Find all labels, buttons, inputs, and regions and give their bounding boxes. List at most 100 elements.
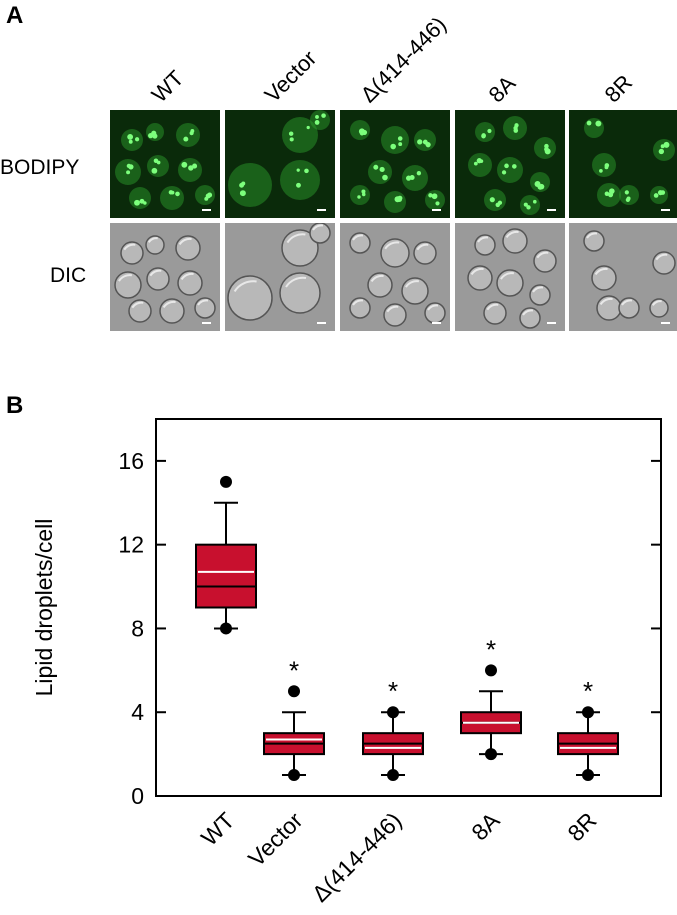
cell-highlight: [180, 272, 194, 281]
cell-highlight: [532, 286, 544, 293]
lipid-droplet: [143, 201, 147, 205]
cell-highlight: [149, 269, 162, 277]
cell-highlight: [118, 274, 133, 282]
cell: [619, 185, 639, 205]
lipid-droplet: [379, 166, 385, 173]
micrograph-background: [569, 110, 677, 218]
scale-bar: [317, 209, 326, 211]
lipid-droplet: [148, 132, 154, 139]
significance-marker: *: [486, 634, 496, 664]
lipid-droplet: [481, 133, 486, 139]
lipid-droplet: [361, 192, 366, 197]
row-label-dic: DIC: [50, 264, 87, 287]
lipid-droplet: [289, 137, 294, 142]
y-tick-label: 4: [131, 699, 144, 725]
plot-frame: [155, 418, 662, 797]
x-tick-label: 8R: [562, 807, 601, 846]
lipid-droplet: [513, 125, 518, 131]
lipid-droplet: [151, 167, 158, 174]
outlier-point: [485, 748, 497, 761]
lipid-droplet: [657, 190, 663, 196]
outlier-point: [220, 622, 232, 635]
lipid-droplet: [397, 197, 402, 202]
lipid-droplet: [586, 120, 592, 126]
scale-bar: [661, 209, 670, 211]
lipid-droplet: [523, 202, 528, 207]
cell-highlight: [405, 280, 420, 288]
lipid-droplet: [321, 113, 326, 118]
cell: [653, 139, 675, 161]
cell-highlight: [384, 241, 400, 250]
bodipy-micrograph: [569, 110, 677, 218]
lipid-droplet: [306, 125, 310, 130]
bodipy-micrograph: [110, 110, 220, 218]
row-label-bodipy: BODIPY: [0, 156, 80, 179]
y-tick-label: 8: [131, 615, 144, 641]
outlier-point: [582, 769, 594, 782]
dic-micrograph: [569, 223, 677, 331]
cell-highlight: [370, 274, 384, 283]
outlier-point: [485, 664, 497, 677]
cell-highlight: [178, 237, 192, 246]
lipid-droplet: [658, 148, 665, 155]
significance-marker: *: [289, 655, 299, 685]
lipid-droplet: [595, 120, 602, 127]
dic-micrograph: [110, 223, 220, 331]
scale-bar: [432, 209, 441, 211]
scale-bar: [432, 322, 441, 324]
cell-highlight: [486, 303, 499, 311]
lipid-droplet: [361, 129, 368, 135]
scale-bar: [202, 322, 211, 324]
lipid-droplet: [663, 141, 670, 148]
x-tick-label: Vector: [243, 807, 308, 872]
outlier-point: [288, 685, 300, 698]
x-tick-label: WT: [196, 807, 240, 851]
lipid-droplet: [126, 163, 131, 168]
cell-highlight: [285, 276, 307, 288]
lipid-droplet: [604, 191, 610, 196]
bodipy-micrograph: [340, 110, 450, 218]
cell-highlight: [505, 230, 519, 239]
lipid-droplet: [428, 193, 433, 198]
panel-a-label: A: [6, 2, 24, 29]
cell: [592, 153, 616, 177]
lipid-droplet: [314, 120, 320, 125]
lipid-droplet: [239, 190, 246, 197]
outlier-point: [387, 769, 399, 782]
cell-highlight: [416, 243, 429, 251]
lipid-droplet: [526, 205, 531, 210]
lipid-droplet: [422, 139, 428, 145]
dic-micrograph: [455, 223, 565, 331]
cell-highlight: [470, 267, 484, 276]
outlier-point: [288, 769, 300, 782]
lipid-droplet: [189, 131, 194, 136]
cell: [121, 129, 143, 151]
cell-highlight: [655, 253, 668, 261]
scale-bar: [547, 322, 556, 324]
cell: [468, 153, 492, 177]
lipid-droplet: [390, 143, 396, 150]
cell: [497, 157, 523, 183]
lipid-droplet: [382, 174, 388, 181]
cell-highlight: [599, 297, 613, 306]
lipid-droplet: [532, 199, 537, 204]
lipid-droplet: [495, 202, 501, 208]
dic-micrograph: [225, 223, 335, 331]
lipid-droplet: [489, 197, 495, 203]
lipid-droplet: [504, 163, 509, 169]
cell: [176, 123, 200, 147]
lipid-droplet: [609, 188, 615, 194]
lipid-droplet: [435, 201, 440, 206]
lipid-droplet: [126, 170, 131, 175]
cell-highlight: [352, 234, 364, 241]
lipid-droplet: [175, 191, 180, 197]
lipid-droplet: [599, 169, 603, 173]
y-tick-label: 16: [118, 448, 144, 474]
lipid-droplet: [168, 190, 174, 195]
outlier-point: [220, 475, 232, 488]
outlier-point: [582, 706, 594, 719]
cell: [475, 122, 495, 142]
outlier-point: [387, 706, 399, 719]
lipid-droplet: [604, 163, 610, 168]
